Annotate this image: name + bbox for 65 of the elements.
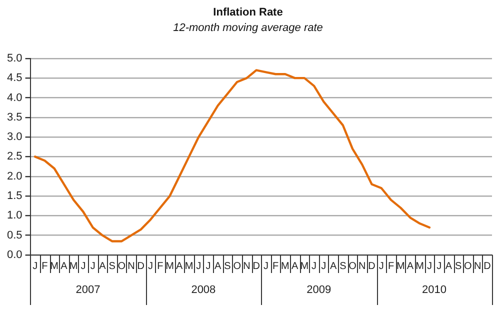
- x-tick-label: F: [388, 260, 394, 272]
- x-tick-label: J: [148, 260, 154, 272]
- text: 2007: [76, 284, 100, 296]
- x-tick-label: A: [406, 260, 414, 272]
- x-tick-label: M: [300, 260, 309, 272]
- x-tick-label: A: [176, 260, 184, 272]
- chart-subtitle: 12-month moving average rate: [173, 22, 323, 34]
- x-tick-label: D: [368, 260, 376, 272]
- x-tick-label: J: [263, 260, 268, 272]
- x-tick-label: J: [80, 260, 86, 272]
- x-tick-label: S: [455, 260, 462, 272]
- x-tick-label: M: [184, 260, 194, 272]
- x-tick-label: J: [426, 260, 432, 272]
- text: 2009: [306, 284, 332, 296]
- y-tick-label: 3.0: [6, 131, 22, 144]
- x-tick-label: M: [166, 260, 174, 272]
- x-tick-label: J: [378, 260, 384, 272]
- x-tick-label: N: [243, 260, 250, 272]
- x-tick-label: A: [291, 260, 298, 272]
- y-tick-label: 1.5: [6, 190, 22, 202]
- x-tick-label: A: [214, 260, 222, 272]
- x-tick-label: M: [69, 260, 78, 272]
- x-tick-label: N: [358, 260, 366, 272]
- x-tick-label: J: [321, 260, 326, 272]
- x-tick-label: J: [206, 260, 211, 272]
- x-tick-label: D: [137, 260, 145, 272]
- x-tick-label: A: [445, 260, 452, 272]
- text: 2008: [191, 284, 216, 296]
- x-tick-label: O: [233, 260, 242, 272]
- y-tick-label: 3.5: [6, 111, 22, 124]
- x-tick-label: J: [436, 260, 442, 272]
- x-tick-label: S: [224, 260, 232, 272]
- x-tick-label: S: [340, 260, 347, 272]
- x-tick-label: F: [157, 260, 164, 272]
- x-tick-label: N: [474, 260, 482, 272]
- x-tick-label: M: [396, 260, 405, 272]
- x-tick-label: D: [252, 260, 260, 272]
- y-tick-label: 0.0: [6, 249, 22, 262]
- x-tick-label: J: [196, 260, 202, 272]
- x-tick-label: A: [60, 260, 68, 272]
- x-tick-label: A: [99, 260, 106, 272]
- x-tick-label: F: [42, 260, 48, 272]
- x-tick-label: D: [484, 260, 491, 272]
- x-tick-label: O: [348, 260, 357, 272]
- x-tick-label: O: [464, 260, 472, 272]
- y-tick-label: 5.0: [6, 52, 22, 64]
- x-tick-label: A: [330, 260, 337, 272]
- x-tick-label: J: [90, 260, 96, 272]
- y-tick-label: 2.0: [6, 170, 22, 182]
- chart-title: Inflation Rate: [213, 6, 283, 19]
- x-tick-label: F: [272, 260, 279, 272]
- x-tick-label: S: [108, 260, 116, 272]
- y-tick-label: 1.0: [6, 210, 22, 222]
- x-tick-label: M: [281, 260, 290, 272]
- y-tick-label: 4.5: [6, 72, 22, 84]
- text: 2010: [422, 284, 447, 296]
- x-tick-label: J: [312, 260, 317, 272]
- x-tick-label: O: [118, 260, 126, 272]
- x-tick-label: M: [416, 260, 424, 272]
- y-tick-label: 4.0: [6, 92, 22, 104]
- x-tick-label: N: [128, 260, 135, 272]
- y-tick-label: 2.5: [6, 150, 22, 163]
- y-tick-label: 0.5: [6, 229, 22, 242]
- x-tick-label: M: [50, 260, 59, 272]
- x-tick-label: J: [32, 260, 38, 272]
